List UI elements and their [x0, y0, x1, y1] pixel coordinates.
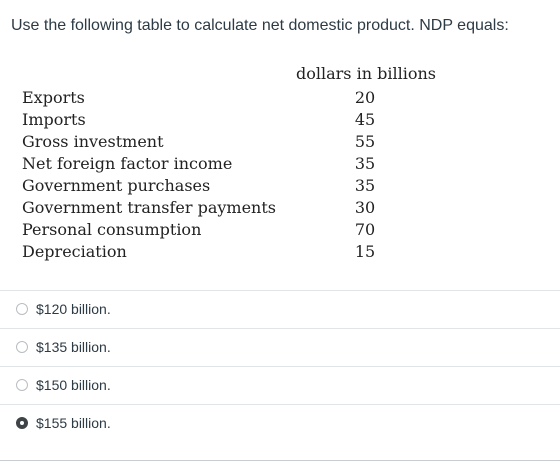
row-value: 20: [354, 88, 376, 107]
table-row: Imports 45: [22, 110, 442, 132]
answer-label[interactable]: $150 billion.: [36, 377, 111, 393]
answer-option[interactable]: $120 billion.: [0, 290, 560, 329]
answer-option[interactable]: $155 billion.: [0, 404, 560, 443]
row-value: 70: [354, 220, 376, 239]
row-value: 15: [354, 242, 376, 261]
table-row: Net foreign factor income 35: [22, 154, 442, 176]
row-label: Depreciation: [22, 242, 127, 261]
answer-label[interactable]: $120 billion.: [36, 301, 111, 317]
row-label: Government transfer payments: [22, 198, 276, 217]
row-label: Gross investment: [22, 132, 164, 151]
radio-button[interactable]: [16, 341, 28, 353]
answer-option[interactable]: $150 billion.: [0, 366, 560, 405]
table-header: dollars in billions: [296, 64, 436, 83]
row-value: 45: [354, 110, 376, 129]
row-label: Government purchases: [22, 176, 211, 195]
row-value: 35: [354, 176, 376, 195]
row-label: Exports: [22, 88, 85, 107]
radio-button-selected[interactable]: [16, 417, 28, 429]
answer-label[interactable]: $155 billion.: [36, 415, 111, 431]
divider: [0, 460, 560, 461]
table-row: Exports 20: [22, 88, 442, 110]
answer-option[interactable]: $135 billion.: [0, 328, 560, 367]
row-value: 55: [354, 132, 376, 151]
row-label: Personal consumption: [22, 220, 202, 239]
answer-label[interactable]: $135 billion.: [36, 339, 111, 355]
row-value: 30: [354, 198, 376, 217]
table-row: Personal consumption 70: [22, 220, 442, 242]
table-row: Gross investment 55: [22, 132, 442, 154]
row-label: Net foreign factor income: [22, 154, 233, 173]
row-label: Imports: [22, 110, 86, 129]
table-row: Government transfer payments 30: [22, 198, 442, 220]
radio-button[interactable]: [16, 303, 28, 315]
row-value: 35: [354, 154, 376, 173]
table-row: Government purchases 35: [22, 176, 442, 198]
data-table-image: dollars in billions Exports 20 Imports 4…: [22, 62, 442, 272]
radio-button[interactable]: [16, 379, 28, 391]
question-text: Use the following table to calculate net…: [11, 17, 509, 34]
table-row: Depreciation 15: [22, 242, 442, 264]
